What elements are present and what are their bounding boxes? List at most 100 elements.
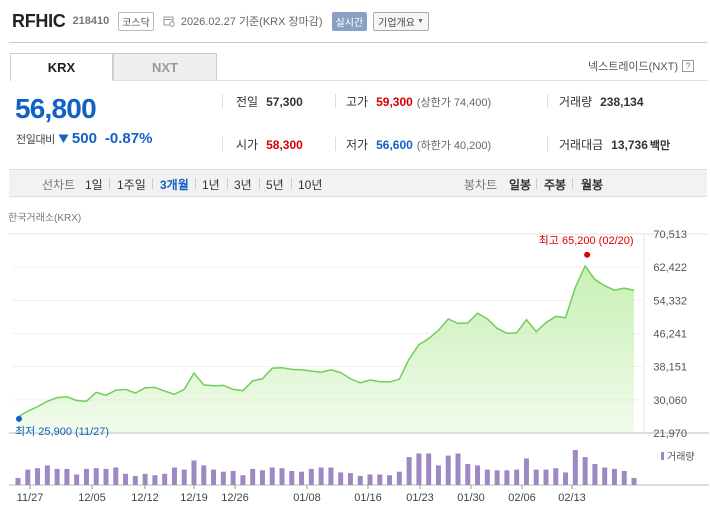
stat-divider [335,137,336,151]
stat-label: 전일 [236,95,259,109]
corp-info-dropdown[interactable]: 기업개요 ▼ [373,11,429,31]
volume-bar [83,468,89,485]
volume-bar [123,473,129,485]
volume-bar [162,473,168,485]
stock-header: RFHIC 218410 코스닥 2026.02.27 기준(KRX 장마감) … [12,8,429,34]
corp-info-label: 기업개요 [378,17,415,29]
market-badge: 코스닥 [118,11,154,31]
nextrade-info: 넥스트레이드(NXT) ? [588,58,694,74]
stat-label: 고가 [346,95,369,109]
volume-bar [103,468,109,485]
period-3m[interactable]: 3개월 [160,178,189,192]
candle-weekly[interactable]: 주봉 [544,178,567,192]
period-divider [259,178,260,189]
volume-bar [64,468,70,485]
volume-bar [338,472,344,485]
volume-bar [455,453,461,485]
amount-unit: 백만 [649,139,671,152]
line-chart-label: 선차트 [42,178,76,192]
stat-high: 고가 59,300 (상한가 74,400) [346,93,491,110]
max-marker [584,251,591,258]
volume-bar [592,464,598,485]
volume-bar [543,469,549,485]
volume-bar [484,469,490,485]
volume-bar [563,472,569,485]
x-tick-label: 12/19 [180,492,208,504]
volume-bar [211,469,217,485]
stat-label: 거래량 [559,95,593,109]
min-marker [16,415,22,422]
x-tick-label: 01/30 [457,492,485,504]
realtime-button[interactable]: 실시간 [331,11,368,31]
max-label: 최고 65,200 (02/20) [539,234,634,247]
period-1y[interactable]: 1년 [202,178,220,192]
period-1w[interactable]: 1주일 [117,178,146,192]
stat-value: 238,134 [600,94,644,109]
volume-bar [426,453,432,485]
volume-bar [44,465,50,485]
volume-bar [74,474,80,485]
stock-name: RFHIC [12,10,66,31]
upper-limit: (상한가 74,400) [416,96,492,109]
x-tick-label: 02/06 [508,492,536,504]
price-change: 전일대비 500 -0.87% [16,130,152,147]
period-divider [227,178,228,189]
stat-divider [222,137,223,151]
change-rate: -0.87% [104,130,153,147]
volume-bar [533,469,539,485]
current-price: 56,800 [15,93,97,124]
volume-bar [631,478,637,485]
y-tick-label: 70,513 [653,229,687,241]
price-chart: 70,513 62,422 54,332 46,241 38,151 30,060 21,9… [9,229,709,504]
stat-divider [335,94,336,108]
volume-bar [602,467,608,485]
volume-bar [25,469,31,485]
volume-bar [269,467,275,485]
period-divider [536,178,537,189]
candle-monthly[interactable]: 월봉 [581,178,604,192]
stat-amount: 거래대금 13,736 백만 [559,136,670,153]
volume-bar [582,457,588,485]
volume-bar [289,471,295,485]
exchange-label: 한국거래소(KRX) [8,213,82,224]
x-tick-label: 12/12 [131,492,159,504]
volume-bar [396,471,402,485]
header-divider [9,42,707,43]
volume-bar [132,475,138,485]
stat-prev-close: 전일 57,300 [236,93,303,110]
change-label: 전일대비 [16,133,55,146]
x-tick-label: 12/26 [221,492,249,504]
stat-label: 시가 [236,138,259,152]
period-3y[interactable]: 3년 [234,178,252,192]
candle-chart-label: 봉차트 [464,178,498,192]
volume-bar [230,471,236,485]
stat-low: 저가 56,600 (하한가 40,200) [346,136,491,153]
x-tick-label: 01/16 [354,492,382,504]
candle-daily[interactable]: 일봉 [509,178,532,192]
y-tick-label: 62,422 [653,262,687,274]
stat-open: 시가 58,300 [236,136,303,153]
chevron-down-icon: ▼ [416,17,424,25]
stat-value: 58,300 [266,137,303,152]
period-10y[interactable]: 10년 [298,178,323,192]
period-5y[interactable]: 5년 [266,178,284,192]
help-icon[interactable]: ? [682,60,694,72]
stat-divider [547,137,548,151]
volume-bar [318,467,324,485]
period-1d[interactable]: 1일 [85,178,103,192]
price-line [17,264,635,418]
y-tick-label: 46,241 [653,329,687,341]
volume-bar [308,468,314,485]
stat-label: 저가 [346,138,369,152]
min-label: 최저 25,900 (11/27) [15,425,109,438]
period-divider [291,178,292,189]
tab-nxt[interactable]: NXT [113,53,217,81]
stat-divider [222,94,223,108]
volume-bar [465,464,471,485]
volume-bar [475,465,481,485]
volume-bar [435,465,441,485]
down-triangle-icon [58,134,69,143]
tab-krx[interactable]: KRX [10,53,113,81]
volume-bar [181,469,187,485]
period-divider [109,178,110,189]
